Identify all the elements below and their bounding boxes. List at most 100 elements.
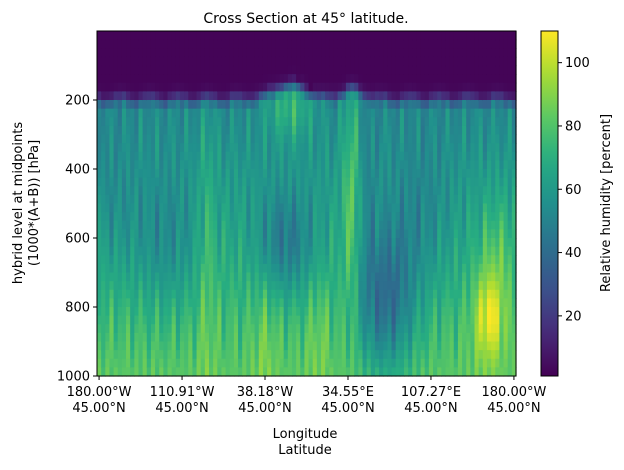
- heatmap-cell: [457, 194, 463, 205]
- heatmap-cell: [200, 48, 206, 58]
- heatmap-cell: [134, 281, 140, 291]
- heatmap-cell: [495, 151, 501, 161]
- heatmap-cell: [495, 65, 501, 75]
- heatmap-cell: [192, 48, 198, 58]
- heatmap-cell: [246, 177, 252, 187]
- heatmap-cell: [362, 238, 368, 248]
- heatmap-cell: [308, 272, 314, 282]
- x-tick-label-lat: 45.00°N: [72, 401, 125, 416]
- heatmap-cell: [433, 307, 438, 317]
- heatmap-cell: [101, 108, 106, 118]
- heatmap-cell: [130, 91, 135, 101]
- heatmap-cell: [374, 263, 380, 274]
- heatmap-cell: [329, 48, 335, 58]
- heatmap-cell: [316, 177, 322, 187]
- heatmap-cell: [184, 263, 189, 274]
- heatmap-cell: [358, 212, 364, 222]
- heatmap-cell: [457, 341, 463, 351]
- heatmap-cell: [486, 143, 492, 153]
- heatmap-cell: [511, 151, 517, 161]
- heatmap-cell: [304, 238, 310, 248]
- heatmap-cell: [258, 39, 264, 49]
- colorbar-tick-label: 20: [565, 309, 582, 324]
- heatmap-cell: [134, 151, 140, 161]
- heatmap-cell: [279, 143, 285, 153]
- heatmap-cell: [453, 31, 459, 41]
- heatmap-cell: [267, 367, 272, 377]
- heatmap-cell: [146, 315, 152, 325]
- heatmap-cell: [258, 255, 264, 265]
- heatmap-cell: [105, 31, 111, 41]
- heatmap-cell: [424, 229, 430, 239]
- heatmap-cell: [507, 143, 513, 153]
- heatmap-cell: [109, 125, 115, 136]
- heatmap-cell: [146, 281, 152, 291]
- heatmap-cell: [416, 246, 422, 256]
- heatmap-cell: [238, 246, 243, 256]
- heatmap-cell: [238, 48, 243, 58]
- heatmap-cell: [229, 341, 235, 351]
- heatmap-cell: [457, 169, 463, 179]
- heatmap-cell: [312, 169, 318, 179]
- heatmap-cell: [499, 143, 505, 153]
- heatmap-cell: [225, 307, 231, 317]
- heatmap-cell: [499, 125, 505, 136]
- heatmap-cell: [200, 186, 206, 196]
- heatmap-cell: [121, 108, 127, 118]
- heatmap-cell: [242, 160, 247, 170]
- heatmap-cell: [250, 298, 256, 308]
- heatmap-cell: [474, 74, 480, 84]
- heatmap-cell: [229, 82, 235, 92]
- heatmap-cell: [105, 100, 111, 110]
- heatmap-cell: [412, 307, 418, 317]
- heatmap-cell: [325, 160, 330, 170]
- heatmap-cell: [437, 125, 442, 136]
- heatmap-cell: [354, 100, 359, 110]
- heatmap-cell: [275, 91, 281, 101]
- heatmap-cell: [150, 160, 156, 170]
- heatmap-cell: [279, 100, 285, 110]
- heatmap-cell: [117, 350, 123, 360]
- heatmap-cell: [97, 358, 102, 368]
- heatmap-cell: [283, 177, 289, 187]
- heatmap-cell: [167, 358, 173, 368]
- heatmap-cell: [391, 74, 397, 84]
- y-tick-label: 200: [65, 94, 90, 109]
- heatmap-cell: [279, 194, 285, 205]
- heatmap-cell: [399, 332, 405, 343]
- heatmap-cell: [250, 82, 256, 92]
- heatmap-cell: [296, 100, 301, 110]
- heatmap-cell: [225, 220, 231, 230]
- heatmap-cell: [150, 298, 156, 308]
- heatmap-cell: [387, 246, 393, 256]
- heatmap-cell: [420, 160, 426, 170]
- heatmap-cell: [258, 263, 264, 274]
- heatmap-cell: [134, 56, 140, 67]
- heatmap-cell: [200, 134, 206, 144]
- heatmap-cell: [312, 100, 318, 110]
- heatmap-cell: [395, 289, 401, 299]
- heatmap-cell: [105, 56, 111, 67]
- heatmap-cell: [433, 48, 438, 58]
- heatmap-cell: [229, 272, 235, 282]
- heatmap-cell: [204, 341, 210, 351]
- heatmap-cell: [329, 91, 335, 101]
- heatmap-cell: [163, 289, 169, 299]
- heatmap-cell: [337, 332, 343, 343]
- heatmap-cell: [499, 367, 505, 377]
- heatmap-cell: [345, 134, 351, 144]
- heatmap-cell: [171, 194, 177, 205]
- heatmap-cell: [462, 307, 467, 317]
- heatmap-cell: [142, 263, 148, 274]
- heatmap-cell: [395, 56, 401, 67]
- heatmap-cell: [333, 143, 339, 153]
- heatmap-cell: [466, 74, 471, 84]
- heatmap-cell: [254, 324, 260, 334]
- heatmap-cell: [204, 91, 210, 101]
- heatmap-cell: [275, 186, 281, 196]
- heatmap-cell: [155, 39, 160, 49]
- heatmap-cell: [279, 177, 285, 187]
- heatmap-cell: [171, 74, 177, 84]
- heatmap-cell: [366, 289, 372, 299]
- heatmap-cell: [424, 212, 430, 222]
